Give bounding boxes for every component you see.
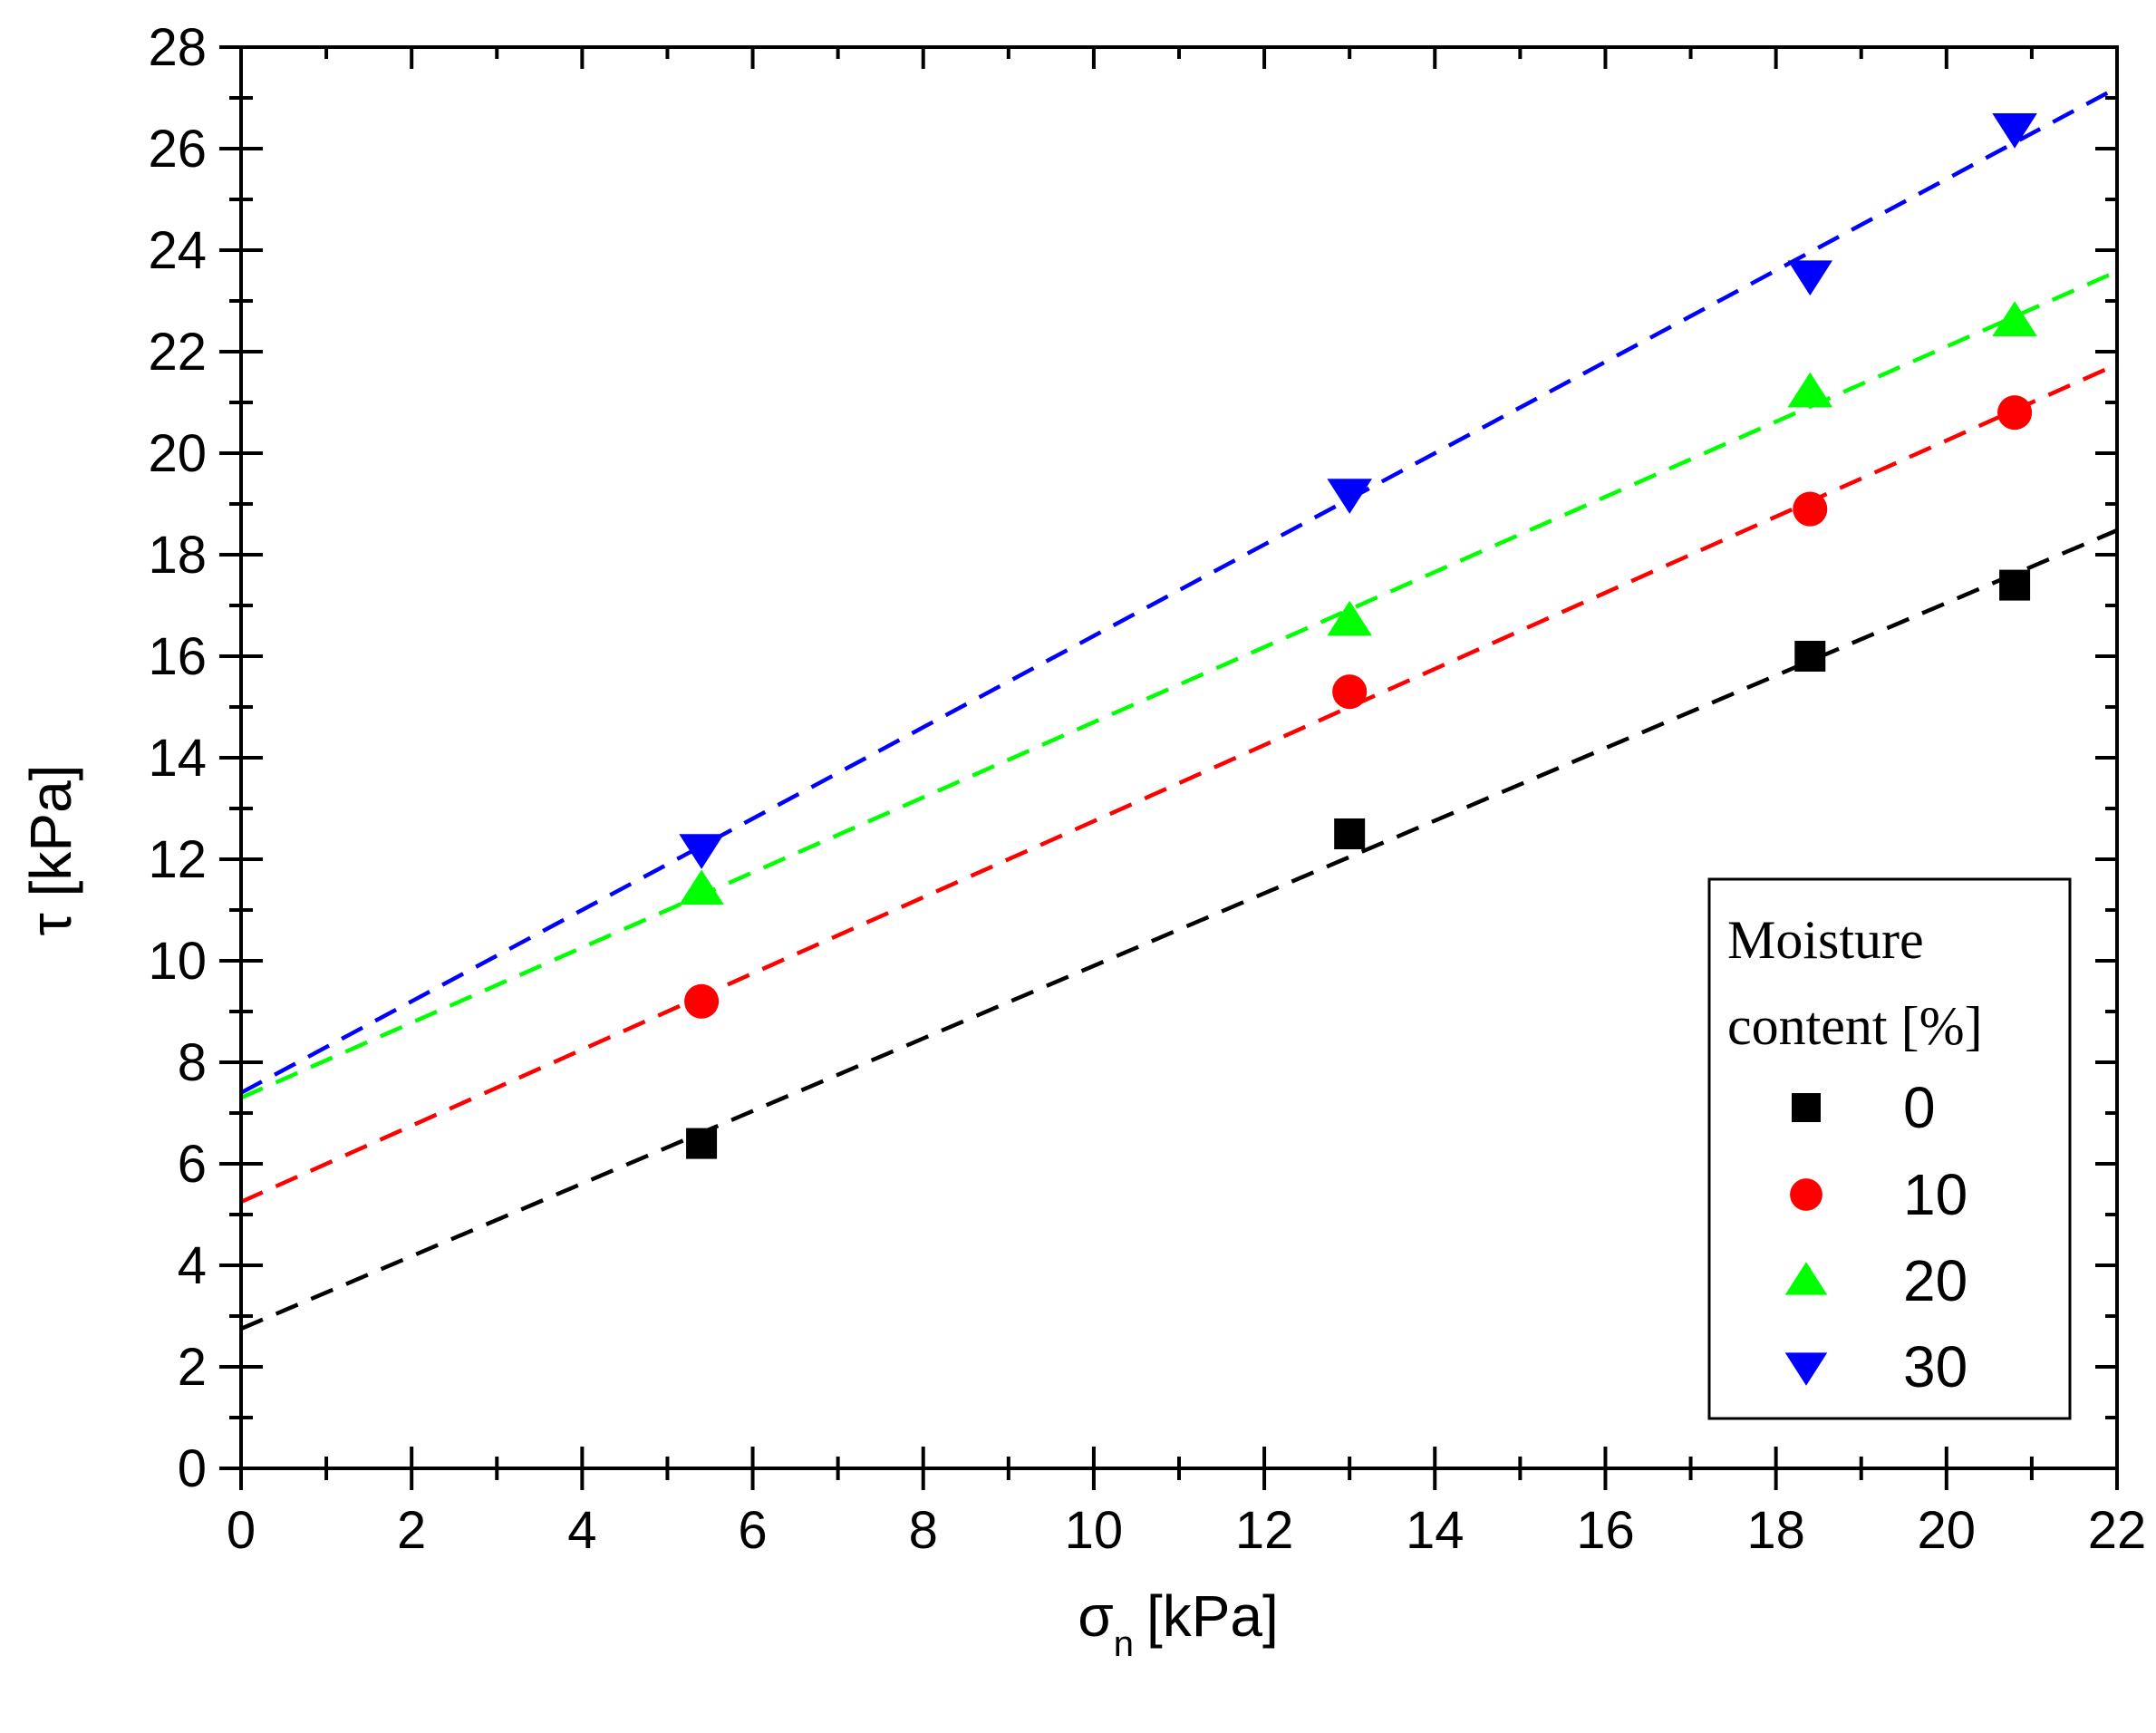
x-axis-label-subscript: n bbox=[1114, 1624, 1134, 1664]
legend-marker-10 bbox=[1790, 1178, 1822, 1211]
x-tick-label: 18 bbox=[1746, 1501, 1805, 1560]
y-tick-label: 8 bbox=[178, 1033, 207, 1092]
axes: 0 2 4 6 8 10 12 14 16 18 20 22024681012141618202224… bbox=[148, 18, 2146, 1560]
y-tick-label: 10 bbox=[148, 932, 207, 991]
legend-label-0: 0 bbox=[1903, 1075, 1936, 1140]
x-tick-label: 22 bbox=[2088, 1501, 2147, 1560]
x-tick-label: 8 bbox=[909, 1501, 938, 1560]
point-0-3 bbox=[1999, 569, 2031, 601]
legend-label-10: 10 bbox=[1903, 1162, 1967, 1227]
x-axis-label-symbol: σ bbox=[1078, 1583, 1114, 1649]
y-tick-label: 18 bbox=[148, 526, 207, 585]
y-tick-label: 0 bbox=[178, 1439, 207, 1498]
y-tick-label: 28 bbox=[148, 18, 207, 77]
svg-text:σn[kPa]: σn [kPa] bbox=[1078, 1583, 1279, 1664]
x-tick-label: 14 bbox=[1406, 1501, 1465, 1560]
legend-entries: 0 10 20 30 bbox=[1784, 1075, 1967, 1399]
point-0-0 bbox=[686, 1128, 718, 1159]
legend-box bbox=[1707, 877, 2072, 1420]
y-tick-label: 22 bbox=[148, 323, 207, 382]
point-20-2 bbox=[1787, 372, 1833, 408]
x-axis-label: σn [kPa] bbox=[1078, 1583, 1279, 1664]
point-10-2 bbox=[1793, 491, 1828, 527]
point-20-0 bbox=[679, 869, 724, 905]
legend-marker-0 bbox=[1792, 1093, 1821, 1122]
legend-marker-30 bbox=[1784, 1352, 1828, 1386]
legend-label-30: 30 bbox=[1903, 1334, 1967, 1399]
point-10-1 bbox=[1332, 674, 1368, 710]
x-tick-label: 0 bbox=[227, 1501, 256, 1560]
x-tick-label: 6 bbox=[738, 1501, 767, 1560]
y-tick-label: 6 bbox=[178, 1135, 207, 1194]
point-30-0 bbox=[679, 834, 724, 869]
point-10-0 bbox=[684, 983, 720, 1019]
x-axis-label-unit: [kPa] bbox=[1146, 1583, 1279, 1649]
point-0-1 bbox=[1334, 818, 1366, 849]
point-30-1 bbox=[1327, 479, 1372, 514]
y-tick-label: 14 bbox=[148, 729, 207, 788]
fit-lines bbox=[239, 85, 2119, 1331]
point-30-2 bbox=[1787, 260, 1833, 296]
legend-label-20: 20 bbox=[1903, 1248, 1967, 1313]
point-20-3 bbox=[1992, 301, 2037, 336]
x-tick-label: 12 bbox=[1235, 1501, 1294, 1560]
point-0-2 bbox=[1794, 641, 1826, 672]
x-tick-label: 16 bbox=[1576, 1501, 1635, 1560]
fit-line-30 bbox=[239, 85, 2119, 1095]
legend-title-line1: Moisture bbox=[1727, 910, 1924, 970]
legend-title-line2: content [%] bbox=[1727, 996, 1983, 1056]
y-tick-label: 24 bbox=[148, 221, 207, 280]
point-30-3 bbox=[1992, 113, 2037, 149]
legend-marker-20 bbox=[1784, 1262, 1828, 1295]
y-tick-label: 16 bbox=[148, 627, 207, 686]
x-tick-label: 20 bbox=[1918, 1501, 1977, 1560]
y-tick-label: 4 bbox=[178, 1236, 207, 1295]
y-tick-label: 12 bbox=[148, 830, 207, 889]
y-tick-label: 20 bbox=[148, 424, 207, 483]
x-tick-label: 4 bbox=[567, 1501, 596, 1560]
data-markers bbox=[679, 113, 2037, 1159]
x-tick-label: 10 bbox=[1065, 1501, 1124, 1560]
y-tick-label: 26 bbox=[148, 120, 207, 179]
y-axis-label: τ [kPa] bbox=[18, 765, 83, 936]
point-20-1 bbox=[1327, 600, 1372, 636]
point-10-3 bbox=[1997, 395, 2033, 431]
y-tick-label: 2 bbox=[178, 1338, 207, 1397]
x-tick-label: 2 bbox=[397, 1501, 426, 1560]
legend: Moisture content [%] 0 10 20 30 bbox=[1707, 877, 2072, 1420]
